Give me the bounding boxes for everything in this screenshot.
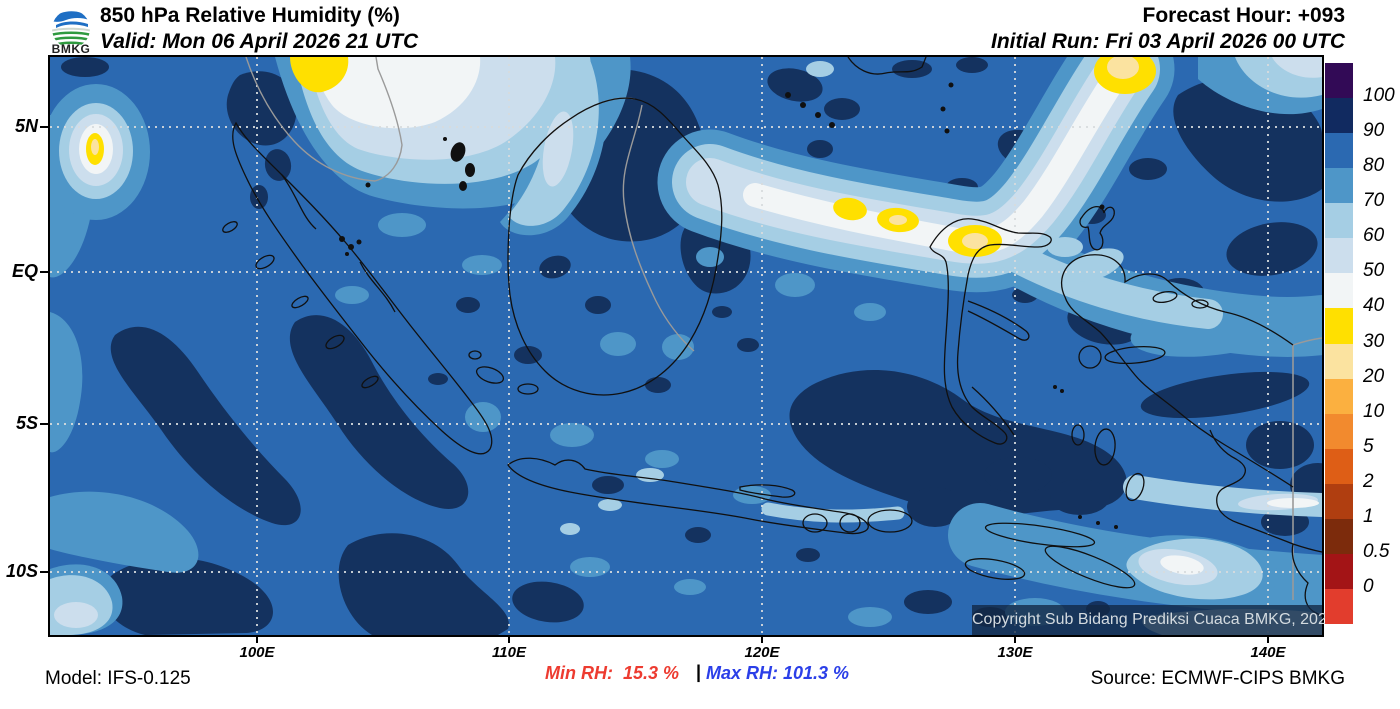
lon-tick — [1267, 637, 1269, 643]
colorbar-segment — [1325, 308, 1353, 344]
humidity-field — [50, 57, 1322, 635]
graticule-grid — [50, 57, 1322, 635]
colorbar-tick-label: 60 — [1363, 225, 1385, 247]
colorbar — [1325, 63, 1353, 624]
colorbar-tick-label: 2 — [1363, 470, 1374, 492]
lon-axis-label: 100E — [239, 644, 275, 661]
colorbar-tick-label: 90 — [1363, 120, 1385, 142]
rh-20-30-layer — [91, 57, 1139, 249]
min-rh-value: Min RH: 15.3 % — [545, 663, 680, 683]
colorbar-tick-label: 30 — [1363, 330, 1385, 352]
colorbar-segment — [1325, 168, 1353, 204]
colorbar-segment — [1325, 238, 1353, 274]
colorbar-segment — [1325, 378, 1353, 414]
colorbar-segment — [1325, 98, 1353, 134]
lat-tick — [40, 423, 48, 425]
model-label: Model: IFS-0.125 — [45, 668, 191, 689]
lat-axis-label: EQ — [11, 261, 38, 281]
lon-axis-label: 140E — [1250, 644, 1286, 661]
bmkg-logo-label: BMKG — [51, 42, 91, 56]
indonesia-coastlines — [222, 57, 1322, 618]
lon-axis-label: 130E — [997, 644, 1033, 661]
colorbar-tick-label: 0 — [1363, 575, 1374, 597]
colorbar-segment — [1325, 273, 1353, 309]
colorbar-segment — [1325, 133, 1353, 169]
colorbar-tick-label: 80 — [1363, 155, 1385, 177]
lon-tick — [761, 637, 763, 643]
lat-axis-label: 5N — [14, 116, 38, 136]
colorbar-segment — [1325, 518, 1353, 554]
initial-run: Initial Run: Fri 03 April 2026 00 UTC — [991, 30, 1345, 53]
lon-tick — [1014, 637, 1016, 643]
colorbar-segment — [1325, 203, 1353, 239]
lat-axis-label: 10S — [5, 561, 38, 581]
lat-tick — [40, 126, 48, 128]
colorbar-tick-label: 70 — [1363, 190, 1385, 212]
copyright-overlay: Copyright Sub Bidang Prediksi Cuaca BMKG… — [972, 605, 1336, 635]
source-label: Source: ECMWF-CIPS BMKG — [1090, 668, 1345, 689]
valid-time: Valid: Mon 06 April 2026 21 UTC — [100, 30, 419, 53]
colorbar-segment — [1325, 413, 1353, 449]
colorbar-segment — [1325, 483, 1353, 519]
colorbar-tick-label: 40 — [1363, 295, 1385, 317]
colorbar-segment — [1325, 448, 1353, 484]
colorbar-tick-label: 0.5 — [1363, 540, 1390, 562]
lat-tick — [40, 271, 48, 273]
colorbar-tick-label: 5 — [1363, 435, 1374, 457]
colorbar-tick-label: 50 — [1363, 260, 1385, 282]
bmkg-logo-icon — [52, 10, 90, 48]
lon-axis-label: 120E — [744, 644, 780, 661]
lat-axis-label: 5S — [15, 413, 38, 433]
lon-axis-label: 110E — [492, 644, 526, 661]
lon-tick — [256, 637, 258, 643]
colorbar-tick-label: 1 — [1363, 505, 1374, 527]
forecast-hour: Forecast Hour: +093 — [1142, 4, 1346, 27]
page-title: 850 hPa Relative Humidity (%) — [100, 4, 400, 27]
max-rh-value: Max RH: 101.3 % — [706, 663, 850, 683]
colorbar-tick-label: 100 — [1363, 85, 1395, 107]
lon-tick — [508, 637, 510, 643]
colorbar-segment — [1325, 553, 1353, 589]
colorbar-tick-label: 20 — [1363, 365, 1385, 387]
min-max-separator: | — [696, 662, 702, 682]
colorbar-segment — [1325, 588, 1353, 624]
lat-tick — [40, 571, 48, 573]
colorbar-tick-label: 10 — [1363, 400, 1385, 422]
colorbar-segment — [1325, 63, 1353, 99]
colorbar-segment — [1325, 343, 1353, 379]
map-canvas: Copyright Sub Bidang Prediksi Cuaca BMKG… — [48, 55, 1336, 637]
small-islands — [339, 82, 1118, 529]
